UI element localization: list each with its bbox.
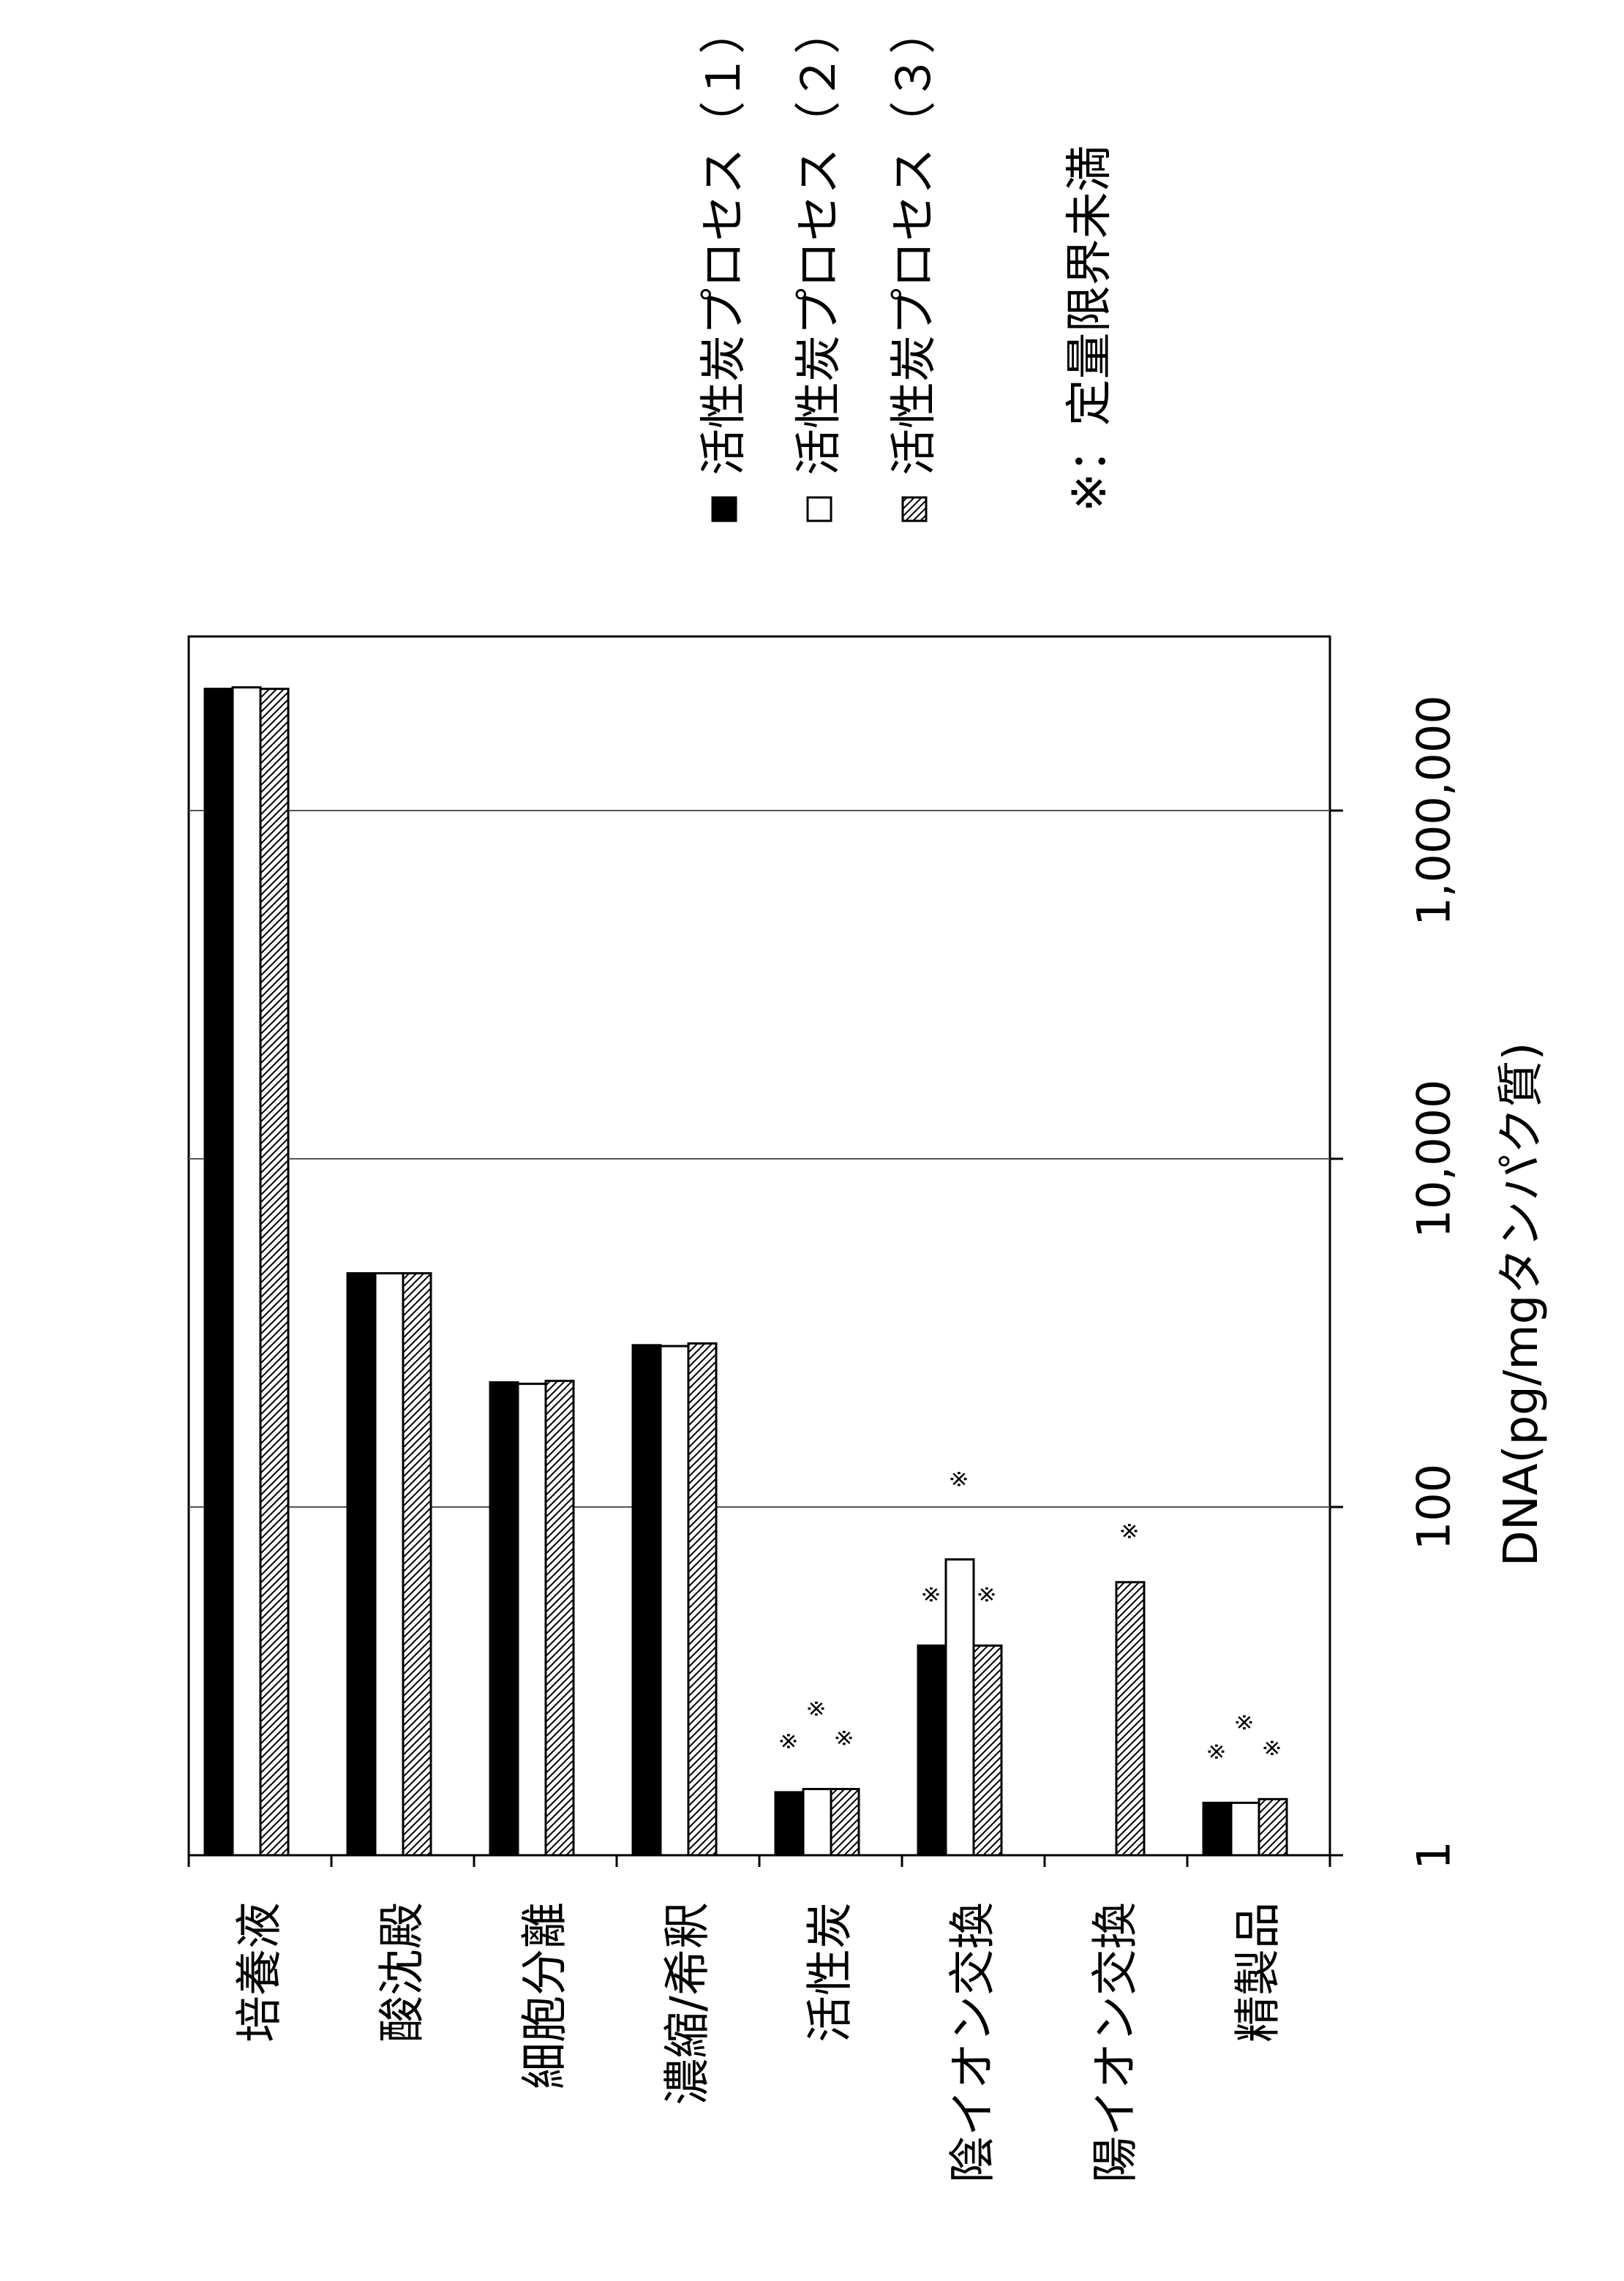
below-limit-marker: ※ <box>805 1699 830 1718</box>
tick-label-3: 1,000,000 <box>1407 695 1461 926</box>
tick-label-1: 100 <box>1407 1464 1461 1550</box>
bar-1-5 <box>918 1645 946 1855</box>
below-limit-marker: ※ <box>1205 1743 1230 1761</box>
bar-3-4 <box>831 1789 859 1855</box>
bar-1-1 <box>347 1274 375 1855</box>
legend-entry-1: 活性炭プロセス（１） <box>697 7 751 521</box>
legend-label-1: 活性炭プロセス（１） <box>697 7 751 476</box>
bar-2-3 <box>661 1346 688 1855</box>
bar-2-4 <box>803 1789 831 1855</box>
bar-3-2 <box>546 1381 574 1855</box>
below-limit-marker: ※ <box>947 1470 973 1488</box>
category-label-5: 陰イオン交換 <box>947 1902 1001 2183</box>
bar-3-0 <box>260 689 288 1855</box>
legend-label-3: 活性炭プロセス（３） <box>887 7 941 476</box>
legend-entry-3: 活性炭プロセス（３） <box>887 7 941 521</box>
tick-label-2: 10,000 <box>1407 1080 1461 1239</box>
bar-1-0 <box>205 689 233 1855</box>
category-label-7: 精製品 <box>1232 1902 1286 2043</box>
bar-2-5 <box>946 1560 974 1855</box>
tick-label-0: 1 <box>1407 1841 1461 1869</box>
category-label-3: 濃縮/希釈 <box>661 1902 715 2105</box>
bar-2-7 <box>1231 1803 1259 1855</box>
bar-3-7 <box>1259 1799 1287 1855</box>
bar-1-3 <box>633 1345 661 1855</box>
bar-2-1 <box>375 1274 403 1855</box>
below-limit-marker: ※ <box>920 1585 945 1604</box>
category-label-4: 活性炭 <box>804 1902 858 2043</box>
bar-3-1 <box>403 1274 431 1855</box>
bar-1-2 <box>490 1383 518 1855</box>
bar-3-5 <box>974 1645 1001 1855</box>
bar-1-7 <box>1203 1803 1231 1855</box>
below-limit-marker: ※ <box>777 1732 802 1750</box>
legend-swatch-2 <box>808 497 831 521</box>
below-limit-marker: ※ <box>975 1585 1001 1604</box>
value-axis-title: DNA(pg/mgタンパク質) <box>1495 1042 1549 1567</box>
category-label-2: 細胞分離 <box>519 1902 573 2089</box>
bar-2-0 <box>233 688 260 1855</box>
bar-3-6 <box>1116 1582 1144 1855</box>
footnote-below-limit: ※：定量限界未満 <box>1063 145 1117 512</box>
legend-swatch-3 <box>903 497 926 521</box>
category-label-1: 酸沈殿 <box>376 1902 430 2043</box>
legend-swatch-1 <box>713 497 736 521</box>
bar-3-3 <box>688 1343 716 1855</box>
bar-1-4 <box>775 1792 803 1855</box>
legend-label-2: 活性炭プロセス（２） <box>792 7 846 476</box>
category-label-6: 陽イオン交換 <box>1089 1902 1143 2183</box>
below-limit-marker: ※ <box>832 1729 858 1747</box>
category-label-0: 培養液 <box>233 1902 287 2043</box>
below-limit-marker: ※ <box>1260 1739 1286 1757</box>
below-limit-marker: ※ <box>1118 1522 1143 1540</box>
bar-2-2 <box>518 1384 546 1855</box>
below-limit-marker: ※ <box>1233 1713 1258 1732</box>
legend-entry-2: 活性炭プロセス（２） <box>792 7 846 521</box>
